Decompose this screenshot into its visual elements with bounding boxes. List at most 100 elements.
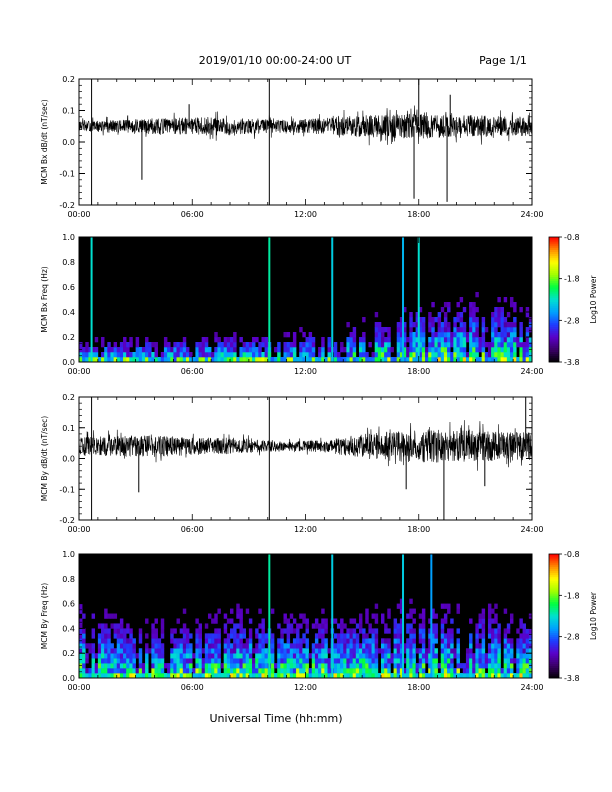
heat-cell	[151, 668, 155, 674]
heat-cell	[450, 352, 454, 358]
heat-cell	[104, 633, 108, 639]
heat-cell	[189, 653, 193, 659]
heat-cell	[258, 347, 262, 353]
heat-cell	[138, 633, 143, 639]
heat-cell	[324, 668, 328, 674]
heat-cell	[302, 352, 306, 358]
heat-cell	[343, 673, 347, 679]
colorbar-segment	[549, 576, 559, 580]
heat-cell	[390, 347, 394, 353]
heat-cell	[431, 668, 435, 674]
heat-cell	[399, 643, 404, 649]
heat-cell	[497, 653, 501, 659]
heat-cell	[525, 312, 530, 318]
heat-cell	[236, 603, 240, 609]
heat-cell	[421, 347, 426, 353]
colorbar-segment	[549, 570, 559, 573]
heat-cell	[236, 668, 240, 674]
heat-cell	[327, 347, 331, 353]
heat-cell	[503, 322, 508, 328]
heat-cell	[412, 352, 416, 358]
heat-cell	[459, 327, 464, 333]
heat-cell	[333, 618, 338, 624]
heat-cell	[107, 347, 111, 353]
heat-cell	[494, 357, 498, 363]
heat-cell	[289, 357, 294, 363]
heat-cell	[201, 663, 206, 669]
heat-cell	[403, 342, 407, 348]
heat-cell	[185, 643, 190, 649]
heat-cell	[129, 337, 133, 343]
heat-cell	[107, 352, 111, 358]
heat-cell	[116, 663, 121, 669]
heat-cell	[412, 668, 416, 674]
heat-cell	[491, 337, 495, 343]
heat-cell	[472, 663, 476, 669]
heat-cell	[82, 613, 86, 619]
heat-cell	[195, 643, 199, 649]
heat-cell	[230, 342, 234, 348]
heat-cell	[440, 628, 445, 634]
heat-cell	[409, 668, 413, 674]
heat-cell	[79, 623, 83, 629]
heat-cell	[374, 618, 379, 624]
heat-cell	[406, 337, 410, 343]
heat-cell	[292, 643, 297, 649]
heat-cell	[447, 608, 451, 614]
heat-cell	[472, 668, 476, 674]
colorbar-segment	[549, 607, 559, 611]
heat-cell	[358, 653, 363, 659]
heat-cell	[434, 673, 438, 679]
heat-cell	[497, 352, 501, 358]
heat-cell	[141, 357, 146, 363]
heat-cell	[497, 668, 501, 674]
heat-cell	[79, 668, 83, 674]
heat-cell	[487, 342, 492, 348]
heat-cell	[343, 653, 347, 659]
heat-cell	[450, 332, 454, 338]
heat-cell	[233, 628, 237, 634]
heat-cell	[82, 633, 86, 639]
heat-cell	[421, 663, 426, 669]
heat-cell	[509, 332, 514, 338]
heat-cell	[362, 643, 366, 649]
heat-cell	[462, 668, 467, 674]
heat-cell	[217, 342, 221, 348]
heat-cell	[522, 668, 527, 674]
heat-cell	[129, 357, 133, 363]
heat-cell	[211, 648, 215, 654]
heat-cell	[336, 643, 341, 649]
heat-cell	[113, 673, 118, 679]
heat-cell	[305, 638, 309, 644]
heat-cell	[484, 653, 489, 659]
heat-cell	[497, 342, 501, 348]
series-line	[78, 105, 533, 146]
heat-cell	[305, 658, 309, 664]
colorbar-segment	[549, 332, 559, 336]
heat-cell	[97, 673, 102, 679]
heat-cell	[233, 352, 237, 358]
broadband-event	[331, 554, 334, 678]
heat-cell	[443, 668, 448, 674]
heat-cell	[97, 668, 102, 674]
heat-cell	[399, 337, 404, 343]
heat-cell	[340, 638, 344, 644]
heat-cell	[459, 332, 464, 338]
heat-cell	[453, 352, 457, 358]
heat-cell	[506, 648, 511, 654]
heat-cell	[381, 618, 385, 624]
heat-cell	[469, 322, 473, 328]
heat-cell	[299, 663, 303, 669]
heat-cell	[129, 668, 133, 674]
heat-cell	[437, 332, 442, 338]
heat-cell	[286, 357, 291, 363]
heat-cell	[289, 613, 294, 619]
heat-cell	[223, 653, 228, 659]
heat-cell	[406, 347, 410, 353]
heat-cell	[381, 663, 385, 669]
heat-cell	[522, 648, 527, 654]
colorbar-segment	[549, 345, 559, 348]
heat-cell	[214, 673, 218, 679]
heat-cell	[522, 638, 527, 644]
heat-cell	[346, 337, 350, 343]
